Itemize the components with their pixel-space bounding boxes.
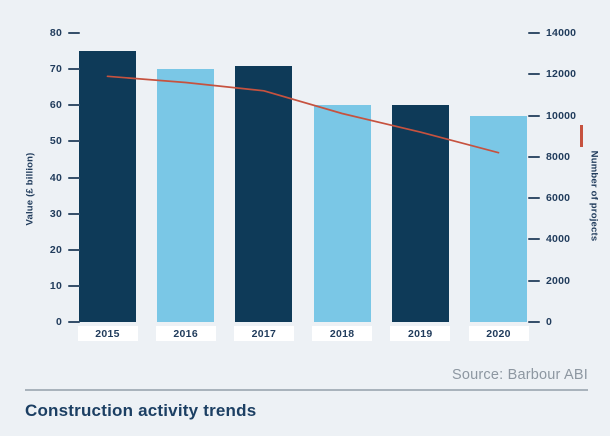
plot-area	[79, 33, 528, 322]
value-axis-title: Value (£ billion)	[24, 152, 36, 226]
right-axis-tick-label: 8000	[546, 150, 571, 163]
right-axis-tick	[528, 238, 540, 241]
source-attribution: Source: Barbour ABI	[452, 367, 588, 383]
left-axis-tick	[68, 321, 80, 323]
right-axis-tick-label: 12000	[546, 68, 577, 81]
year-label-2016: 2016	[155, 326, 216, 341]
left-axis-tick-label: 50	[49, 135, 62, 148]
left-axis-tick	[68, 68, 80, 71]
year-label-2017: 2017	[233, 326, 294, 341]
year-label-text: 2017	[251, 327, 277, 340]
year-label-text: 2018	[329, 327, 355, 340]
right-axis-tick	[528, 279, 540, 282]
bar-2017	[235, 65, 293, 322]
right-axis-tick	[528, 73, 540, 76]
left-axis-tick-label: 30	[49, 207, 62, 220]
year-label-text: 2020	[486, 327, 511, 340]
bar-2020	[470, 116, 527, 322]
bar-2018	[313, 105, 371, 322]
left-axis-tick-label: 10	[49, 279, 62, 292]
left-axis-tick	[68, 176, 80, 179]
left-axis-tick-label: 60	[49, 99, 62, 112]
left-axis-tick-label: 80	[49, 27, 62, 39]
right-axis-tick-label: 4000	[546, 233, 571, 246]
right-axis-tick-label: 6000	[546, 192, 571, 205]
year-label-text: 2015	[95, 327, 120, 340]
year-label-text: 2019	[408, 327, 433, 340]
year-label-text: 2016	[173, 327, 198, 340]
right-axis-tick	[528, 321, 540, 323]
right-axis-tick	[528, 32, 540, 34]
projects-trend-polyline	[106, 75, 500, 154]
left-axis-tick	[68, 284, 80, 287]
right-axis-tick-label: 2000	[546, 274, 571, 287]
right-axis-tick-label: 0	[546, 316, 553, 328]
right-axis-tick-label: 10000	[546, 109, 577, 122]
bar-2019	[391, 105, 449, 322]
left-axis-tick	[68, 104, 80, 107]
left-axis-tick-label: 70	[49, 63, 62, 76]
left-axis-tick	[68, 212, 80, 215]
left-axis-tick-label: 0	[55, 316, 62, 328]
left-axis-tick-label: 40	[49, 171, 62, 184]
projects-trend-line	[106, 75, 500, 154]
left-axis-tick-label: 20	[49, 243, 62, 256]
right-axis-tick-label: 14000	[546, 27, 577, 39]
year-label-2019: 2019	[390, 326, 451, 341]
bar-2015	[79, 51, 136, 322]
line-series-legend-marker	[580, 125, 583, 147]
left-axis-tick	[68, 32, 80, 34]
page-title: Construction activity trends	[25, 401, 257, 420]
footer-divider	[25, 389, 588, 391]
right-axis-tick	[528, 155, 540, 158]
right-axis-tick	[528, 114, 540, 117]
bar-2016	[157, 69, 215, 322]
projects-axis-title: Number of projects	[588, 150, 600, 242]
left-axis-tick	[68, 140, 80, 143]
year-label-2020: 2020	[468, 326, 529, 341]
right-axis-tick	[528, 197, 540, 200]
year-label-2018: 2018	[312, 326, 373, 341]
left-axis-tick	[68, 248, 80, 251]
year-label-2015: 2015	[77, 326, 138, 341]
